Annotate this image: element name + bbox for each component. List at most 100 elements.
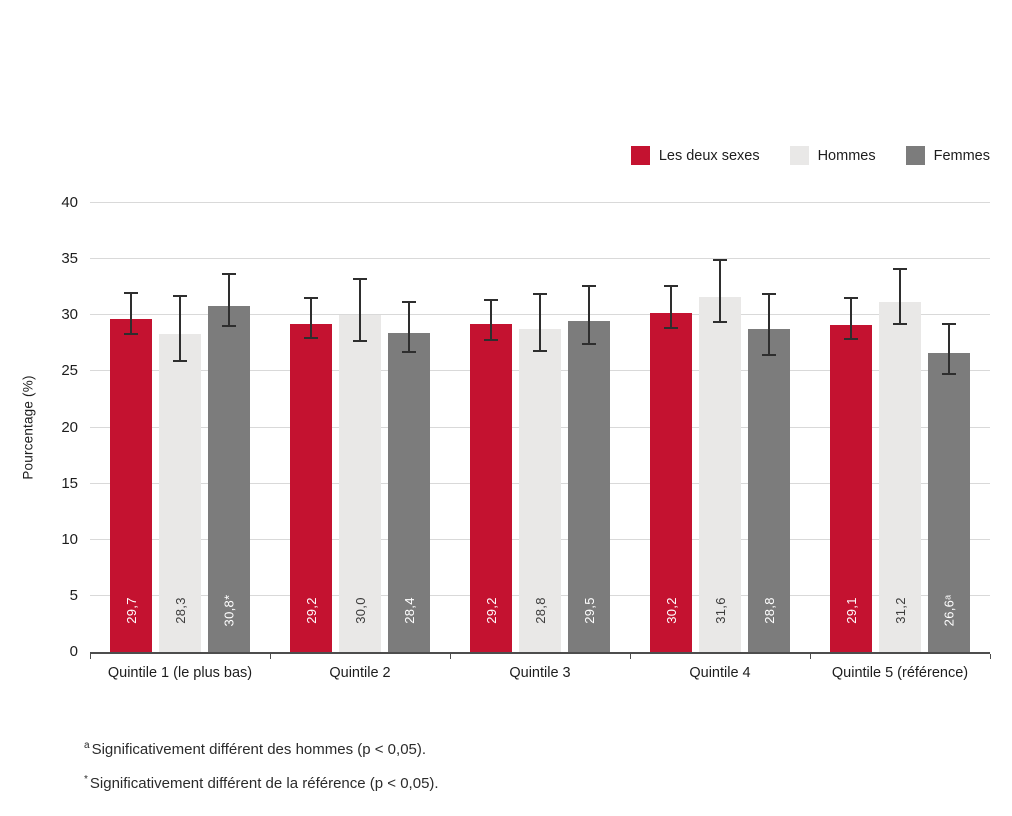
footnote-text: Significativement différent des hommes (… [91,741,427,758]
error-bar-cap [762,292,776,295]
footnote-text: Significativement différent de la référe… [89,775,439,792]
y-tick-label: 25 [61,362,78,380]
plot-area: 29,7 28,3 30,8* 29,2 30,0 28,4 29,2 28,8 29,5 30,… [90,202,991,659]
error-bar-line [588,286,590,345]
bar-les-deux-sexes [830,325,872,652]
error-bar-cap [353,340,367,343]
x-axis-tick [90,654,91,659]
y-tick-label: 0 [69,643,78,660]
error-bar-cap [484,338,498,341]
bar-femmes [928,353,970,652]
footnotes: a Significativement différent des hommes … [84,736,439,804]
y-tick-label: 20 [61,418,78,436]
x-category-label: Quintile 4 [689,665,751,681]
legend-item-femmes: Femmes [905,146,990,165]
bar-femmes [568,320,610,652]
bar-hommes [519,328,561,652]
legend-item-les-deux-sexes: Les deux sexes [630,146,760,165]
error-bar-line [948,324,950,374]
legend-swatch [630,146,650,165]
error-bar-cap [664,326,678,329]
error-bar-line [408,301,410,353]
legend-swatch [789,146,809,165]
error-bar-cap [582,285,596,288]
error-bar-cap [173,360,187,363]
error-bar-line [768,293,770,355]
footnote-marker: a [84,740,90,751]
error-bar-cap [222,272,236,275]
y-tick-label: 40 [61,194,78,211]
error-bar-line [130,292,132,335]
x-axis-tick [270,654,271,659]
error-bar-cap [124,291,138,294]
error-bar-line [850,298,852,339]
error-bar-cap [222,325,236,328]
bar-femmes [748,328,790,652]
bar-hommes [159,334,201,652]
error-bar-cap [533,292,547,295]
gridline [90,258,990,260]
x-category-label: Quintile 3 [509,665,571,681]
footnote: * Significativement différent de la référ… [84,770,439,794]
bar-hommes [879,301,921,652]
error-bar-cap [893,268,907,271]
error-bar-line [310,298,312,338]
error-bar-cap [664,285,678,288]
y-tick-label: 15 [61,474,78,492]
bar-hommes [699,297,741,652]
error-bar-cap [893,323,907,326]
legend-label: Les deux sexes [658,147,760,164]
error-bar-cap [713,259,727,262]
x-category-label: Quintile 2 [329,665,391,681]
error-bar-line [228,273,230,327]
bar-femmes [388,333,430,652]
error-bar-cap [844,337,858,340]
legend-label: Hommes [817,147,876,164]
error-bar-cap [582,343,596,346]
x-axis-tick [450,654,451,659]
error-bar-cap [533,350,547,353]
x-axis-tick [990,654,991,659]
footnote: a Significativement différent des hommes … [84,736,439,760]
error-bar-cap [124,333,138,336]
error-bar-cap [353,278,367,281]
error-bar-cap [304,336,318,339]
error-bar-line [539,293,541,352]
gridline [90,202,990,203]
bar-hommes [339,315,381,652]
error-bar-cap [304,297,318,300]
x-category-label: Quintile 1 (le plus bas) [107,665,253,681]
legend-item-hommes: Hommes [789,146,876,165]
error-bar-line [179,296,181,362]
error-bar-line [359,279,361,342]
legend-swatch [905,146,925,165]
error-bar-cap [402,351,416,354]
y-tick-label: 5 [69,586,78,604]
y-tick-label: 35 [61,250,78,268]
error-bar-cap [402,300,416,303]
bar-les-deux-sexes [110,318,152,652]
error-bar-cap [844,297,858,300]
legend-label: Femmes [933,147,990,164]
bar-femmes [208,306,250,652]
error-bar-line [719,260,721,322]
error-bar-cap [942,372,956,375]
bar-les-deux-sexes [650,313,692,652]
bar-les-deux-sexes [470,324,512,652]
error-bar-cap [762,353,776,356]
x-axis-tick [630,654,631,659]
y-axis-title: Pourcentage (%) [20,375,36,480]
error-bar-line [490,299,492,340]
error-bar-cap [713,321,727,323]
y-tick-label: 10 [61,530,78,548]
error-bar-line [899,269,901,325]
error-bar-line [670,286,672,328]
error-bar-cap [484,298,498,301]
y-tick-label: 30 [61,306,78,324]
footnote-marker: * [84,774,88,785]
error-bar-cap [942,323,956,326]
legend: Les deux sexes Hommes Femmes [630,146,990,165]
x-category-label: Quintile 5 (référence) [831,665,969,681]
error-bar-cap [173,295,187,298]
